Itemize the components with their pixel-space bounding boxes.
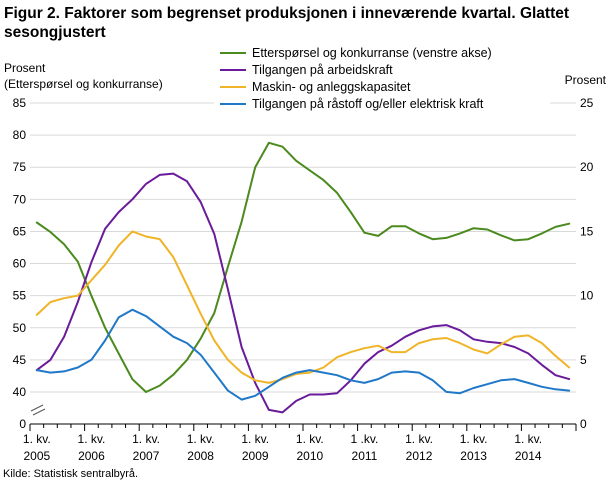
x-tick-label: 1. kv. [78, 432, 106, 446]
legend-background [214, 44, 550, 122]
right-tick-label: 15 [580, 224, 594, 238]
left-axis-title: (Etterspørsel og konkurranse) [4, 77, 163, 91]
x-tick-year: 2008 [187, 449, 214, 463]
axis-break-mask [31, 406, 45, 414]
right-tick-label: 20 [580, 160, 594, 174]
left-tick-label: 75 [13, 160, 27, 174]
x-tick-year: 2006 [78, 449, 105, 463]
source-note: Kilde: Statistisk sentralbyrå. [3, 468, 139, 480]
series-line-1 [35, 172, 571, 414]
x-tick-label: 1 .kv. [351, 432, 379, 446]
right-tick-label: 5 [580, 353, 587, 367]
left-tick-label: 85 [13, 96, 27, 110]
x-tick-label: 1. kv. [23, 432, 51, 446]
legend: Etterspørsel og konkurranse (venstre aks… [214, 44, 550, 122]
axis-break-mark [30, 404, 44, 412]
left-tick-label: 45 [13, 353, 27, 367]
axis-labels: Prosent (Etterspørsel og konkurranse) Pros… [4, 61, 607, 91]
line-chart: 40 45 50 55 60 65 70 75 80 85 0 0 5 10 15 20 25 1. kv. 2… [4, 44, 607, 463]
x-tick-year: 2013 [460, 449, 487, 463]
left-tick-label: 0 [19, 417, 26, 431]
x-tick-year: 2012 [406, 449, 433, 463]
x-tick-label: 1. kv. [296, 432, 324, 446]
legend-label: Tilgangen på arbeidskraft [252, 63, 393, 77]
axis-break-mark [32, 408, 46, 416]
left-tick-label: 50 [13, 321, 27, 335]
series-line-0 [35, 141, 571, 393]
left-tick-label: 70 [13, 192, 27, 206]
x-tick-label: 1. kv. [514, 432, 542, 446]
right-tick-label: 10 [580, 289, 594, 303]
legend-label: Tilgangen på råstoff og/eller elektrisk … [252, 97, 484, 111]
x-tick-year: 2009 [242, 449, 269, 463]
series-lines [35, 141, 571, 414]
right-tick-label: 25 [580, 96, 594, 110]
left-axis-title: Prosent [4, 61, 46, 75]
x-tick-year: 2014 [515, 449, 542, 463]
series-line-2 [35, 230, 571, 384]
x-tick-year: 2011 [352, 449, 378, 463]
legend-label: Maskin- og anleggskapasitet [252, 80, 411, 94]
left-tick-label: 60 [13, 257, 27, 271]
left-tick-label: 40 [13, 385, 27, 399]
left-axis-ticks: 40 45 50 55 60 65 70 75 80 85 0 [13, 96, 27, 431]
x-tick-year: 2010 [296, 449, 323, 463]
x-tick-label: 1. kv. [132, 432, 160, 446]
x-axis-ticks: 1. kv. 2005 1. kv. 2006 1. kv. 2007 1. kv. 2008… [23, 424, 577, 463]
x-tick-label: 1. kv. [405, 432, 433, 446]
x-tick-label: 1. kv. [187, 432, 215, 446]
right-axis-title: Prosent [565, 73, 607, 87]
left-tick-label: 55 [13, 289, 27, 303]
chart-title: Figur 2. Faktorer som begrenset produksj… [4, 5, 570, 41]
left-tick-label: 80 [13, 128, 27, 142]
axes [30, 404, 576, 425]
x-tick-label: 1. kv. [460, 432, 488, 446]
series-line-3 [35, 308, 571, 401]
x-tick-label: 1. kv. [241, 432, 269, 446]
left-tick-label: 65 [13, 224, 27, 238]
x-tick-year: 2005 [23, 449, 50, 463]
right-axis-ticks: 0 5 10 15 20 25 [580, 96, 594, 431]
right-tick-label: 0 [580, 417, 587, 431]
legend-label: Etterspørsel og konkurranse (venstre aks… [252, 46, 492, 60]
x-tick-year: 2007 [133, 449, 160, 463]
